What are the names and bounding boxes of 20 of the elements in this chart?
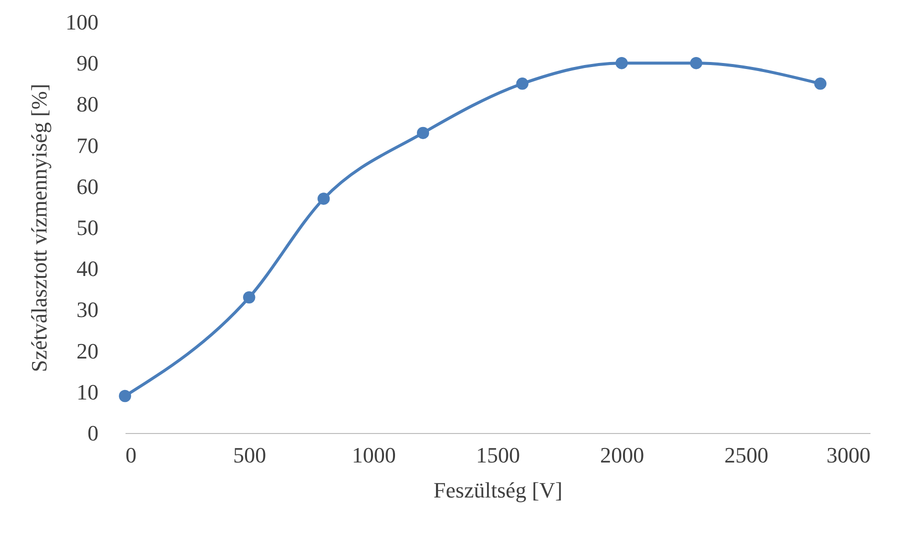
y-tick-label: 30 [76, 297, 98, 322]
y-tick-label: 50 [76, 215, 98, 240]
x-tick-label: 0 [126, 442, 136, 468]
x-tick-label: 1000 [352, 442, 396, 468]
y-tick-label: 40 [76, 256, 98, 282]
x-tick-label: 1500 [476, 442, 520, 468]
y-tick-label: 60 [76, 174, 98, 199]
x-axis-title: Feszültség [V] [434, 478, 562, 502]
x-tick-label: 3000 [826, 442, 870, 468]
y-tick-label: 90 [76, 50, 98, 76]
y-tick-label: 70 [76, 132, 98, 158]
y-tick-label: 0 [88, 420, 98, 446]
x-tick-label: 2500 [724, 442, 768, 468]
y-tick-label: 10 [76, 379, 98, 404]
x-tick-label: 2000 [600, 442, 644, 468]
y-tick-label: 80 [76, 92, 98, 117]
y-axis-title: Szétválasztott vízmennyiség [%] [26, 84, 52, 372]
x-tick-label: 500 [233, 442, 266, 468]
y-tick-label: 20 [76, 338, 98, 364]
y-tick-label: 100 [66, 10, 98, 34]
